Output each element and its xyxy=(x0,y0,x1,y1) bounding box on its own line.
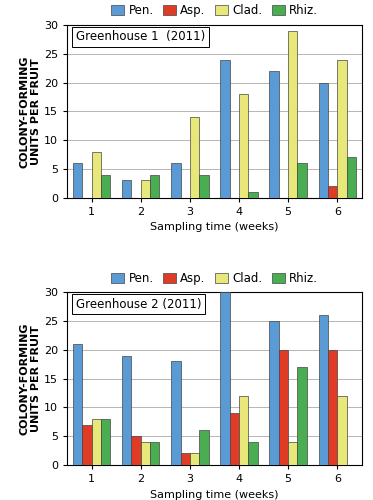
Bar xyxy=(92,419,101,465)
Bar xyxy=(328,186,337,198)
Bar xyxy=(269,321,279,465)
Bar xyxy=(248,192,258,198)
Bar xyxy=(101,174,110,198)
Bar xyxy=(171,362,181,465)
X-axis label: Sampling time (weeks): Sampling time (weeks) xyxy=(150,490,279,500)
Bar xyxy=(141,442,150,465)
Bar xyxy=(248,442,258,465)
Bar xyxy=(82,424,92,465)
Bar xyxy=(328,350,337,465)
Bar xyxy=(239,396,248,465)
Bar xyxy=(220,292,230,465)
Bar xyxy=(150,174,160,198)
Bar xyxy=(92,152,101,198)
Bar xyxy=(337,396,347,465)
Bar xyxy=(141,180,150,198)
Bar xyxy=(288,31,298,198)
Bar xyxy=(171,163,181,198)
Y-axis label: COLONY-FORMING
UNITS PER FRUIT: COLONY-FORMING UNITS PER FRUIT xyxy=(20,322,41,435)
Bar xyxy=(131,436,141,465)
Bar xyxy=(220,60,230,198)
Bar xyxy=(199,174,209,198)
Y-axis label: COLONY-FORMING
UNITS PER FRUIT: COLONY-FORMING UNITS PER FRUIT xyxy=(20,55,41,168)
Legend: Pen., Asp., Clad., Rhiz.: Pen., Asp., Clad., Rhiz. xyxy=(111,4,318,18)
Bar xyxy=(269,71,279,198)
Bar xyxy=(239,94,248,198)
Bar xyxy=(122,180,131,198)
Bar xyxy=(73,344,82,465)
Bar xyxy=(319,316,328,465)
Text: Greenhouse 2 (2011): Greenhouse 2 (2011) xyxy=(76,298,201,310)
Bar xyxy=(190,454,199,465)
Bar xyxy=(298,367,307,465)
Bar xyxy=(122,356,131,465)
Legend: Pen., Asp., Clad., Rhiz.: Pen., Asp., Clad., Rhiz. xyxy=(111,272,318,285)
Bar xyxy=(190,117,199,198)
X-axis label: Sampling time (weeks): Sampling time (weeks) xyxy=(150,222,279,232)
Bar xyxy=(319,82,328,198)
Bar xyxy=(181,454,190,465)
Bar xyxy=(288,442,298,465)
Bar xyxy=(150,442,160,465)
Bar xyxy=(347,158,356,198)
Text: Greenhouse 1  (2011): Greenhouse 1 (2011) xyxy=(76,30,205,43)
Bar xyxy=(230,413,239,465)
Bar xyxy=(298,163,307,198)
Bar xyxy=(73,163,82,198)
Bar xyxy=(101,419,110,465)
Bar xyxy=(199,430,209,465)
Bar xyxy=(337,60,347,198)
Bar xyxy=(279,350,288,465)
